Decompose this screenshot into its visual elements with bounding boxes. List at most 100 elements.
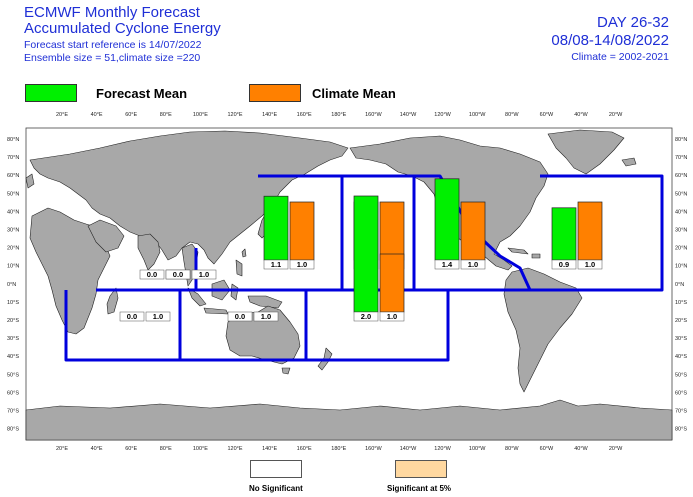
- forecast-bar-north-atlantic: [551, 207, 577, 261]
- forecast-value-north-indian-arabian-sea: 0.0: [147, 270, 157, 279]
- lat-label-right: 30°N: [675, 228, 687, 234]
- lon-label-bottom: 160°W: [365, 446, 382, 452]
- climate-period-text: Climate = 2002-2021: [571, 51, 669, 63]
- forecast-value-box: [551, 259, 577, 270]
- lon-label-top: 180°E: [331, 112, 346, 118]
- forecast-bar-eastern-north-pacific: [434, 178, 460, 261]
- lat-label-left: 40°N: [7, 209, 19, 215]
- title-line-1: ECMWF Monthly Forecast: [24, 4, 200, 21]
- lon-label-bottom: 180°E: [331, 446, 346, 452]
- lat-label-left: 30°S: [7, 336, 19, 342]
- lat-label-left: 10°N: [7, 264, 19, 270]
- no-significant-label: No Significant: [249, 484, 303, 493]
- greenland: [547, 129, 625, 175]
- lon-label-top: 160°W: [365, 112, 382, 118]
- climate-value-eastern-north-pacific: 1.0: [468, 260, 478, 269]
- south-america: [503, 267, 583, 393]
- forecast-value-box: [227, 311, 253, 322]
- climate-value-box: [577, 259, 603, 270]
- climate-value-box: [191, 269, 217, 280]
- climate-value-box: [145, 311, 171, 322]
- ensemble-size-text: Ensemble size = 51,climate size =220: [24, 52, 201, 64]
- title-line-2: Accumulated Cyclone Energy: [24, 20, 221, 37]
- lon-label-top: 140°W: [400, 112, 417, 118]
- forecast-value-south-pacific: 2.0: [361, 312, 371, 321]
- forecast-value-box: [139, 269, 165, 280]
- axis-labels: 20°E 20°E 40°E 40°E 60°E 60°E 80°E 80°E 100°E 100…: [7, 112, 687, 452]
- lon-label-top: 20°E: [56, 112, 68, 118]
- forecast-value-north-atlantic: 0.9: [559, 260, 569, 269]
- lon-label-bottom: 20°W: [609, 446, 623, 452]
- climate-bar-south-pacific: [379, 253, 405, 313]
- lat-label-left: 40°S: [7, 354, 19, 360]
- lon-label-bottom: 20°E: [56, 446, 68, 452]
- lon-label-top: 80°E: [160, 112, 172, 118]
- madagascar: [106, 287, 119, 315]
- land-masses: [25, 129, 673, 441]
- lat-label-right: 80°S: [675, 427, 687, 433]
- lon-label-top: 140°E: [262, 112, 277, 118]
- lon-label-top: 20°W: [609, 112, 623, 118]
- significant-label: Significant at 5%: [387, 484, 452, 493]
- climate-mean-label: Climate Mean: [312, 86, 396, 101]
- forecast-mean-label: Forecast Mean: [96, 86, 188, 101]
- lat-label-right: 70°S: [675, 409, 687, 415]
- lat-label-left: 80°N: [7, 137, 19, 143]
- lon-label-bottom: 160°E: [297, 446, 312, 452]
- sulawesi: [230, 283, 239, 301]
- significant-swatch: [395, 460, 447, 478]
- forecast-value-box: [434, 259, 460, 270]
- climate-value-australian-region: 1.0: [261, 312, 271, 321]
- forecast-value-box: [353, 311, 379, 322]
- basin-bars: 0.01.00.01.01.11.01.01.01.41.00.91.00.01…: [119, 178, 603, 322]
- forecast-value-box: [165, 269, 191, 280]
- forecast-value-north-indian-bay-of-bengal: 0.0: [173, 270, 183, 279]
- climate-value-box: [289, 259, 315, 270]
- lon-label-top: 60°W: [540, 112, 554, 118]
- new-guinea: [247, 295, 283, 309]
- cuba: [507, 247, 529, 255]
- lat-label-left: 10°S: [7, 300, 19, 306]
- lon-label-top: 40°W: [574, 112, 588, 118]
- lon-label-bottom: 60°E: [125, 446, 137, 452]
- climate-value-north-atlantic: 1.0: [585, 260, 595, 269]
- climate-bar-north-atlantic: [577, 201, 603, 261]
- lon-label-top: 100°E: [193, 112, 208, 118]
- lon-label-bottom: 140°E: [262, 446, 277, 452]
- world-map: 20°E 20°E 40°E 40°E 60°E 60°E 80°E 80°E 100°E 100…: [0, 108, 693, 458]
- climate-value-box: [460, 259, 486, 270]
- lon-label-top: 100°W: [469, 112, 486, 118]
- lat-label-left: 50°N: [7, 191, 19, 197]
- basin-outline: [306, 290, 450, 362]
- climate-value-south-west-indian: 1.0: [153, 312, 163, 321]
- lat-label-right: 80°N: [675, 137, 687, 143]
- lat-label-left: 70°S: [7, 409, 19, 415]
- lon-label-bottom: 80°W: [505, 446, 519, 452]
- forecast-value-box: [119, 311, 145, 322]
- lat-label-right: 0°N: [675, 282, 684, 288]
- lat-label-right: 20°N: [675, 246, 687, 252]
- lat-label-right: 40°N: [675, 209, 687, 215]
- date-range-text: 08/08-14/08/2022: [551, 32, 669, 49]
- climate-value-box: [379, 311, 405, 322]
- lat-label-left: 50°S: [7, 372, 19, 378]
- basin-outline: [196, 174, 344, 292]
- hispaniola: [531, 253, 541, 259]
- eurasia-landmass: [29, 130, 349, 265]
- british-isles: [25, 173, 35, 189]
- lat-label-left: 30°N: [7, 228, 19, 234]
- forecast-value-box: [263, 259, 289, 270]
- sumatra: [187, 287, 207, 307]
- lon-label-top: 120°E: [227, 112, 242, 118]
- climate-value-box: [253, 311, 279, 322]
- lon-label-top: 120°W: [434, 112, 451, 118]
- climate-mean-swatch: [249, 84, 301, 102]
- lon-label-top: 60°E: [125, 112, 137, 118]
- lon-label-bottom: 140°W: [400, 446, 417, 452]
- forecast-start-text: Forecast start reference is 14/07/2022: [24, 39, 202, 51]
- climate-bar-western-north-pacific: [289, 201, 315, 261]
- basin-outline: [530, 174, 664, 292]
- philippines: [235, 259, 243, 277]
- lon-label-bottom: 120°W: [434, 446, 451, 452]
- indochina: [181, 243, 199, 287]
